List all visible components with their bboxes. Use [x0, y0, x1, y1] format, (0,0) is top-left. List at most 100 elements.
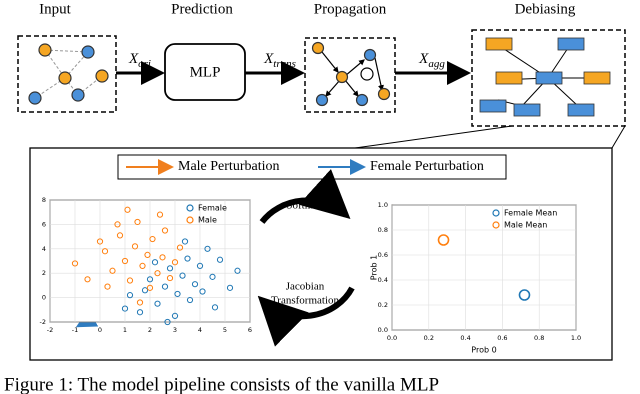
point [437, 234, 450, 246]
x-tick-label: 6 [248, 326, 252, 334]
zoom-line [611, 125, 626, 149]
x-tick-label: 0.2 [424, 334, 434, 342]
point [204, 245, 211, 252]
arrow-label: Xori [128, 51, 151, 69]
x-tick-label: 3 [173, 326, 177, 334]
x-tick-label: 0.6 [497, 334, 507, 342]
subscript: ori [138, 58, 151, 70]
point [121, 257, 129, 265]
y-tick-label: 2 [42, 269, 46, 277]
stage-label: Prediction [171, 1, 233, 17]
point [216, 256, 224, 263]
point [141, 287, 149, 294]
y-tick-label: 8 [42, 196, 46, 204]
stage-label: Input [39, 1, 71, 17]
point [71, 260, 79, 267]
point [126, 277, 134, 284]
point [174, 290, 181, 298]
point [146, 276, 154, 283]
cycle-arrow [259, 169, 351, 224]
legend-marker [492, 221, 500, 229]
point [211, 304, 219, 311]
debiasing-box [471, 29, 626, 127]
point [114, 221, 121, 228]
point [161, 227, 169, 234]
arrow-label: Xtrans [263, 51, 296, 69]
point [166, 265, 174, 272]
point [164, 318, 171, 326]
propagation-edges [321, 51, 384, 97]
propagation-box [304, 37, 396, 113]
point [181, 238, 189, 245]
point [131, 243, 139, 250]
plot-area [391, 204, 577, 331]
symbol: X [128, 51, 139, 67]
point [136, 299, 144, 306]
point [149, 235, 156, 243]
point [144, 251, 151, 258]
point [116, 232, 124, 239]
point [226, 284, 234, 291]
legend-label: Female [198, 204, 227, 213]
point [159, 254, 166, 261]
point [154, 270, 161, 277]
point [154, 300, 161, 307]
mlp-label: MLP [190, 64, 221, 80]
point [146, 284, 154, 291]
self-loop [360, 67, 374, 81]
x-tick-label: 5 [223, 326, 227, 334]
stage-label: Propagation [314, 1, 387, 17]
jacobian-label: Transformation [271, 295, 340, 307]
point [134, 218, 141, 226]
subscript: trans [273, 58, 296, 70]
point [196, 262, 204, 269]
y-axis-label: Prob 1 [370, 255, 379, 280]
y-tick-label: 6 [42, 220, 46, 228]
zoom-line [354, 125, 513, 149]
point [136, 309, 144, 316]
softmax-label: Softmax [286, 200, 324, 212]
x-tick-label: -1 [72, 326, 78, 334]
point [518, 289, 531, 301]
jacobian-label: Jacobian [286, 281, 325, 293]
arrow-label: Xagg [418, 51, 445, 69]
x-tick-label: 0.4 [460, 334, 470, 342]
symbol: X [263, 51, 274, 67]
y-tick-label: 1.0 [378, 201, 388, 209]
point [139, 262, 146, 269]
point [199, 288, 206, 295]
y-tick-label: -2 [40, 318, 46, 326]
cycle-arrow [257, 286, 355, 347]
y-tick-label: 0.8 [378, 226, 388, 234]
legend-marker [186, 204, 194, 212]
y-tick-label: 0.4 [378, 276, 388, 284]
point [151, 259, 159, 266]
subscript: agg [428, 58, 445, 70]
y-tick-label: 0.2 [378, 301, 388, 309]
caption: Figure 1: The model pipeline consists of… [4, 374, 439, 394]
input-nodes [28, 43, 109, 105]
point [104, 283, 111, 290]
point [101, 248, 109, 255]
point [179, 272, 186, 279]
legend-marker [186, 216, 194, 224]
point [166, 274, 174, 282]
y-tick-label: 0.6 [378, 251, 388, 259]
point [191, 281, 199, 288]
point [176, 244, 184, 251]
x-tick-label: 0.0 [387, 334, 397, 342]
y-tick-label: 0 [42, 294, 46, 302]
x-tick-label: 1.0 [571, 334, 581, 342]
point [186, 296, 194, 304]
y-tick-label: 0.0 [378, 326, 388, 334]
x-axis-label: Prob 0 [471, 346, 496, 355]
x-tick-label: 1 [123, 326, 127, 334]
symbol: X [418, 51, 429, 67]
point [121, 305, 129, 312]
legend-label: Male [198, 216, 217, 225]
x-tick-label: 0 [98, 326, 102, 334]
x-tick-label: 2 [148, 326, 152, 334]
point [126, 292, 134, 299]
